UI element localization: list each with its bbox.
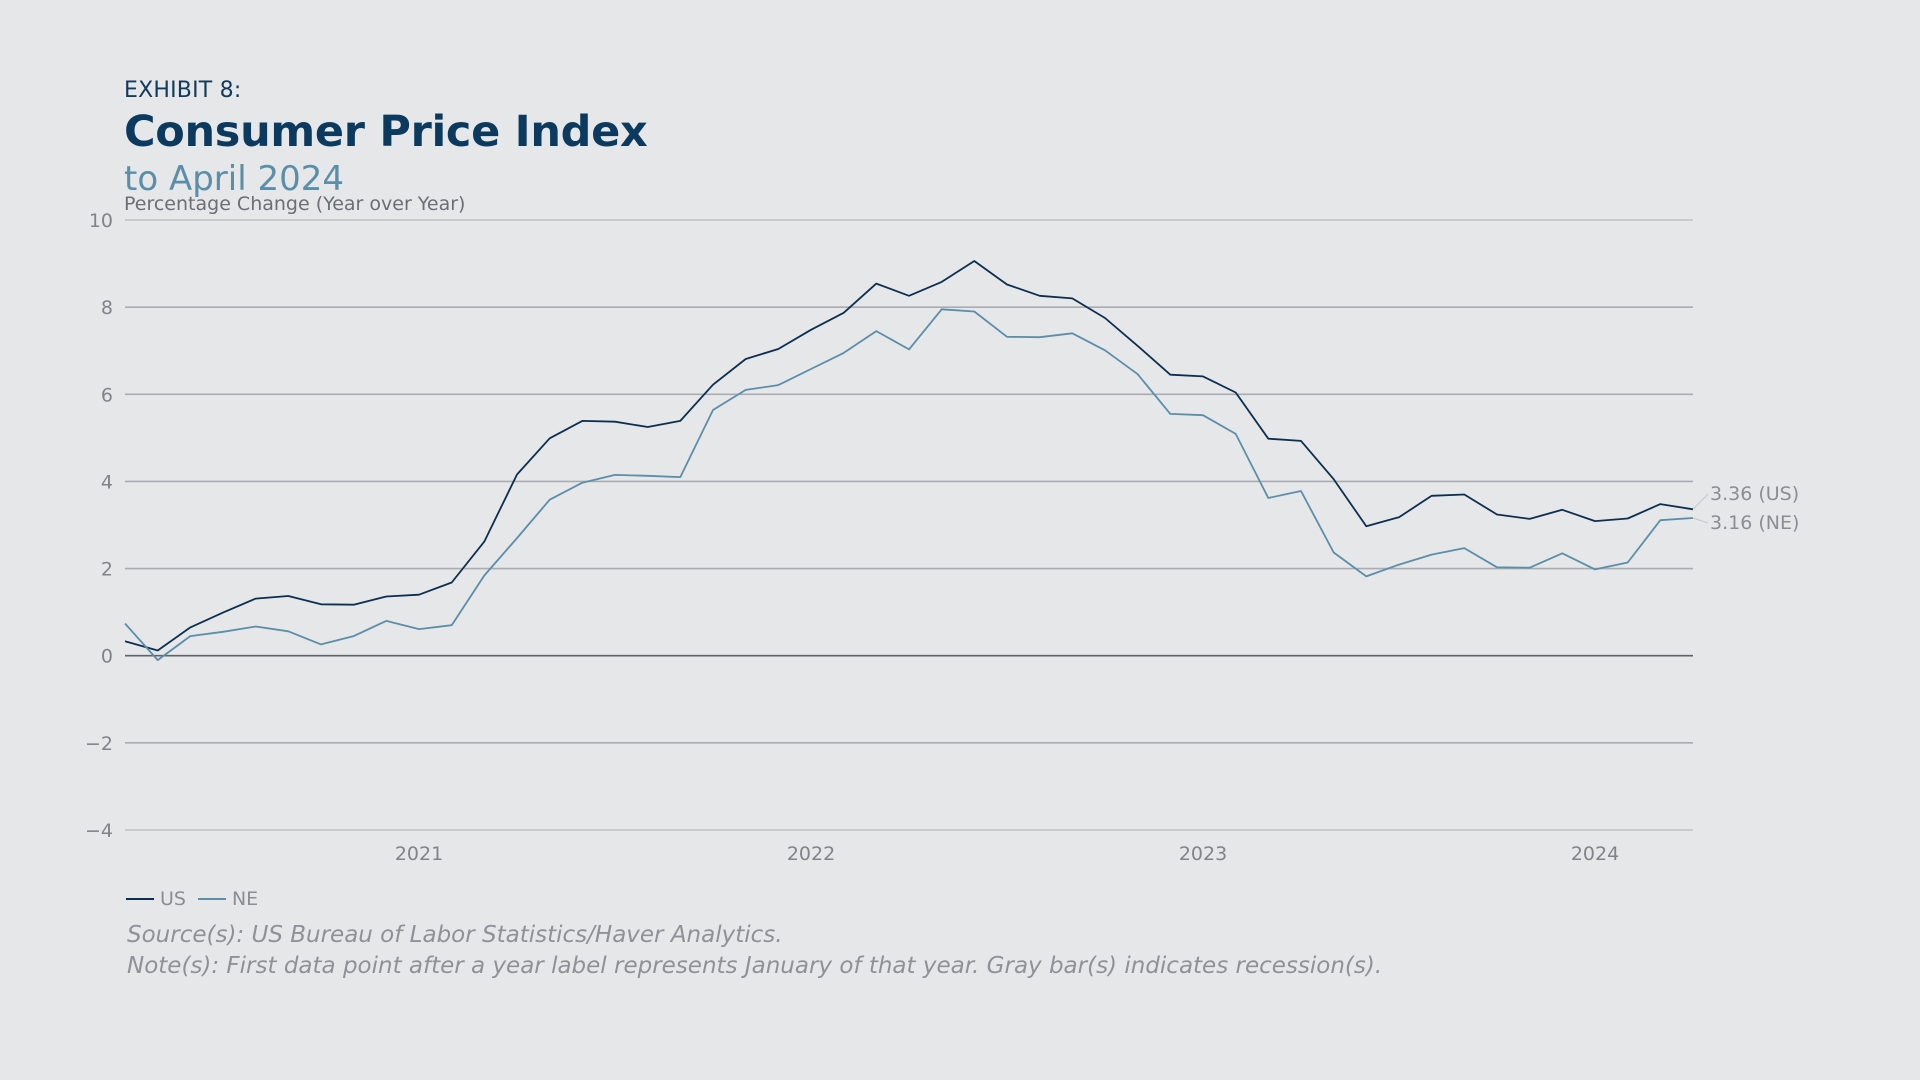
footnote: Note(s): First data point after a year l…	[127, 953, 1383, 979]
chart-subtitle: to April 2024	[124, 159, 344, 199]
end-label-ne: 3.16 (NE)	[1710, 512, 1799, 534]
series-line-ne	[124, 308, 1694, 661]
series-line-us	[124, 260, 1694, 652]
grid-lines	[125, 219, 1693, 831]
y-tick-label: 6	[101, 384, 113, 406]
series-lines	[124, 260, 1694, 661]
chart-legend: US NE	[126, 888, 270, 910]
legend-item-us: US	[126, 888, 186, 910]
y-tick-label: 10	[89, 210, 113, 232]
chart-notes: Source(s): US Bureau of Labor Statistics…	[127, 920, 1382, 982]
x-tick-label-2023: 2023	[1179, 843, 1227, 865]
leader-line-ne	[1692, 517, 1709, 524]
x-tick-label-2021: 2021	[395, 843, 443, 865]
y-tick-label: 0	[101, 646, 113, 668]
end-label-us: 3.36 (US)	[1710, 483, 1799, 505]
y-tick-label: 2	[101, 559, 113, 581]
exhibit-label: EXHIBIT 8:	[124, 78, 242, 103]
legend-swatch-us	[126, 898, 154, 900]
x-tick-label-2022: 2022	[787, 843, 835, 865]
leader-line-us	[1692, 493, 1709, 510]
legend-swatch-ne	[197, 898, 226, 900]
y-tick-label: −4	[85, 820, 113, 842]
x-tick-label-2024: 2024	[1571, 843, 1619, 865]
chart-header: EXHIBIT 8: Consumer Price Index to April…	[124, 78, 648, 199]
y-tick-label: 8	[101, 297, 113, 319]
y-tick-label: −2	[85, 733, 113, 755]
y-tick-label: 4	[101, 471, 113, 493]
legend-label-ne: NE	[231, 888, 259, 910]
axis-ticks: −4 −2 0 2 4 6 8 10 2021 2022 2023 2024	[85, 210, 1619, 865]
end-labels: 3.36 (US) 3.16 (NE)	[1692, 483, 1799, 534]
y-axis-label: Percentage Change (Year over Year)	[124, 193, 466, 215]
legend-item-ne: NE	[197, 888, 259, 910]
source-note: Source(s): US Bureau of Labor Statistics…	[127, 922, 783, 948]
legend-label-us: US	[160, 888, 186, 910]
chart-title: Consumer Price Index	[124, 107, 648, 157]
